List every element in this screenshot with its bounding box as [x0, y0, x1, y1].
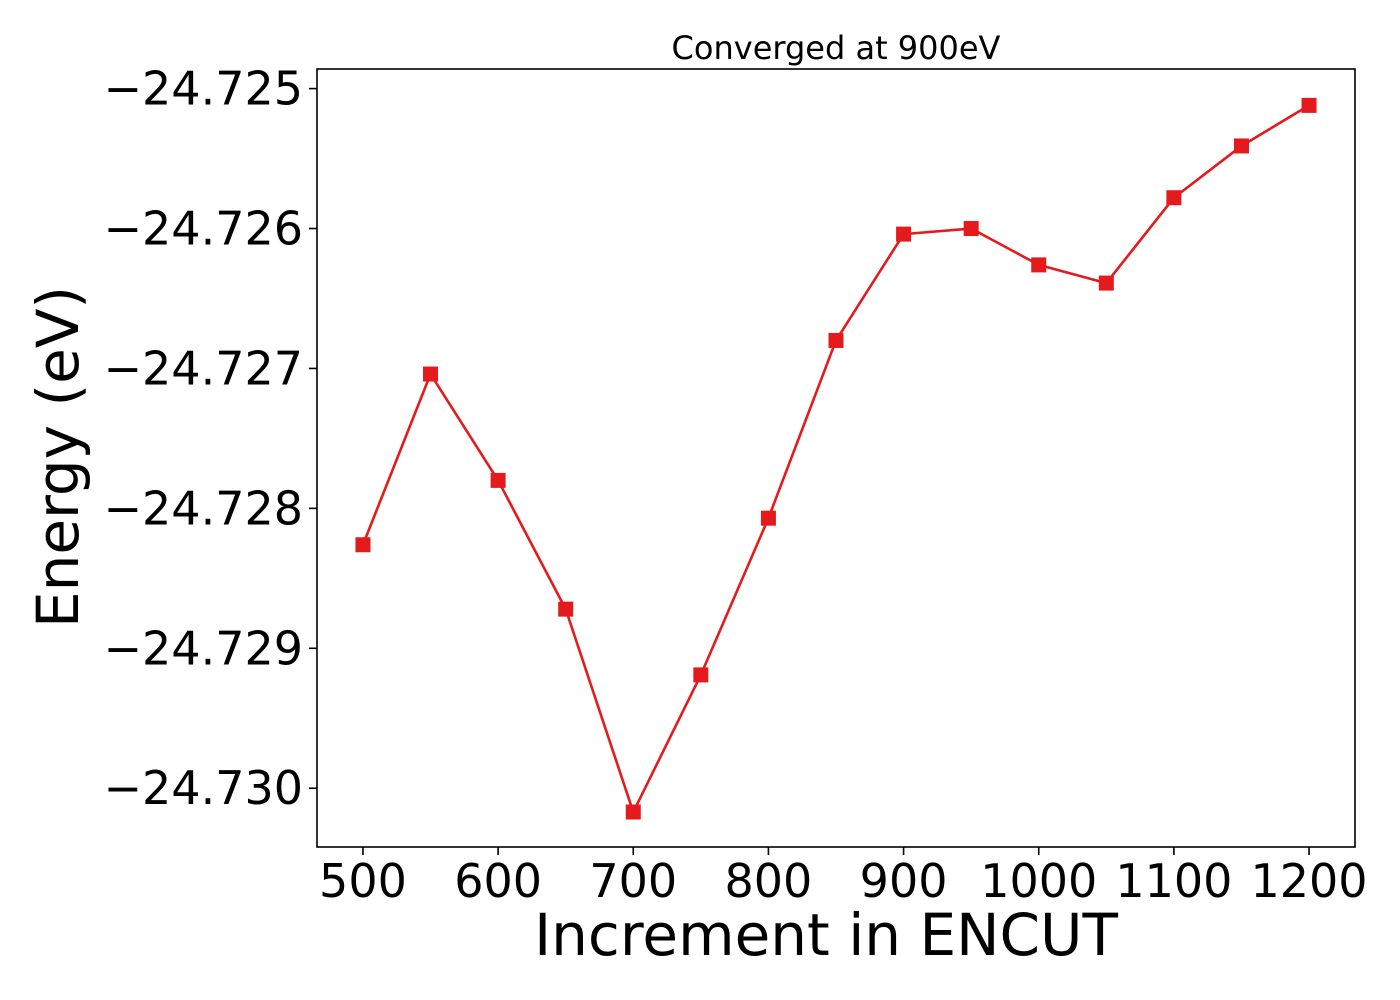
plot-frame — [316, 68, 1356, 848]
data-point-marker — [1233, 138, 1249, 154]
y-tick-label: −24.730 — [104, 761, 304, 815]
data-point-marker — [693, 667, 709, 683]
chart-title: Converged at 900eV — [672, 29, 1001, 67]
data-point-marker — [423, 366, 439, 382]
data-point-marker — [625, 804, 641, 820]
data-point-marker — [760, 510, 776, 526]
data-point-marker — [558, 601, 574, 617]
y-tick-label: −24.726 — [104, 202, 304, 256]
y-axis-ticks: −24.725 −24.726 −24.727 −24.728 −24.729 −24.7… — [104, 62, 317, 815]
y-axis-label: Energy (eV) — [24, 286, 92, 628]
plot-area — [316, 68, 1356, 848]
x-axis-label: Increment in ENCUT — [534, 901, 1118, 969]
data-point-marker — [490, 472, 506, 488]
x-tick-label: 800 — [725, 854, 813, 908]
y-tick-label: −24.729 — [104, 621, 304, 675]
x-tick-label: 700 — [589, 854, 677, 908]
x-tick-label: 1100 — [1115, 854, 1232, 908]
x-tick-label: 1000 — [980, 854, 1097, 908]
data-point-marker — [1098, 275, 1114, 291]
data-point-marker — [1301, 97, 1317, 113]
x-tick-label: 1200 — [1251, 854, 1368, 908]
data-point-marker — [1166, 190, 1182, 206]
y-tick-label: −24.725 — [104, 62, 304, 116]
data-point-marker — [828, 332, 844, 348]
x-tick-label: 900 — [860, 854, 948, 908]
series-layer — [355, 97, 1317, 820]
x-tick-label: 500 — [319, 854, 407, 908]
data-point-marker — [1031, 257, 1047, 273]
data-point-marker — [963, 221, 979, 237]
data-point-marker — [896, 226, 912, 242]
x-axis-ticks: 500 600 700 800 900 1000 1100 1200 — [319, 847, 1368, 908]
y-tick-label: −24.728 — [104, 481, 304, 535]
y-tick-label: −24.727 — [104, 341, 304, 395]
data-point-marker — [355, 537, 371, 553]
x-tick-label: 600 — [454, 854, 542, 908]
